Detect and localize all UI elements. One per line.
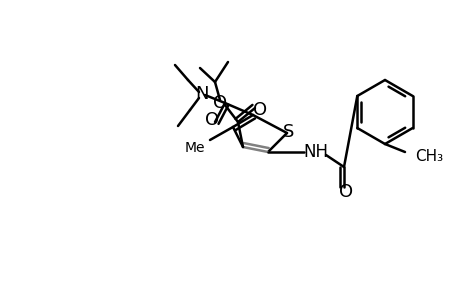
Text: CH₃: CH₃ — [414, 148, 442, 164]
Text: S: S — [283, 123, 294, 141]
Text: O: O — [252, 101, 267, 119]
Text: O: O — [205, 111, 218, 129]
Text: NH: NH — [303, 143, 328, 161]
Text: O: O — [213, 94, 227, 112]
Text: Me: Me — [184, 141, 205, 155]
Text: O: O — [338, 183, 353, 201]
Text: N: N — [195, 85, 208, 103]
